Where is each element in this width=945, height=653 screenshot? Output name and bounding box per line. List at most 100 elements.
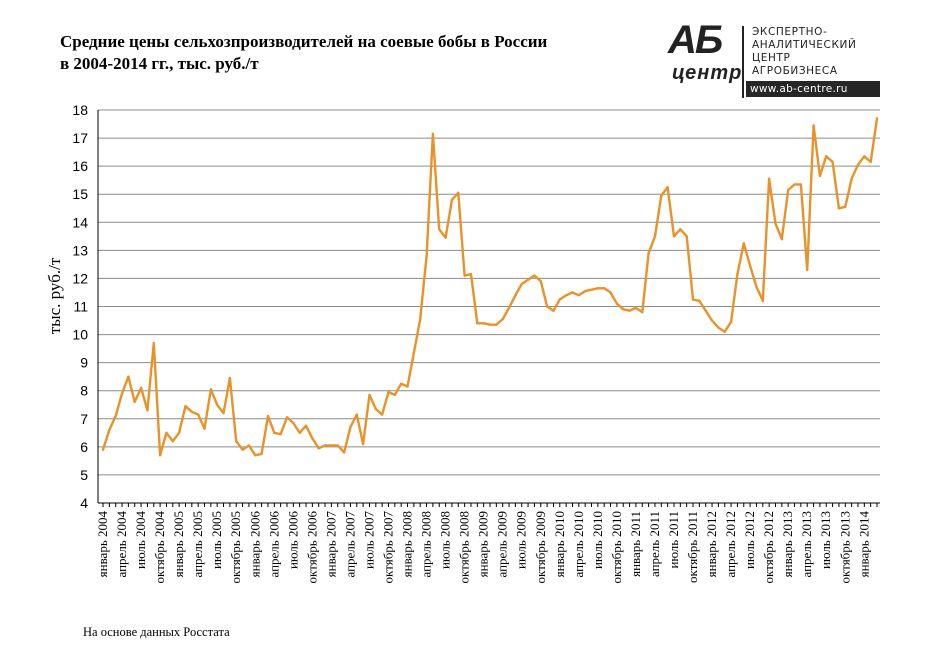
x-tick-label: июль 2004 <box>133 511 148 570</box>
data-point <box>786 188 790 192</box>
data-point <box>609 291 612 294</box>
data-point <box>577 294 581 297</box>
x-tick-label: июль 2010 <box>590 511 605 569</box>
data-point <box>742 242 745 245</box>
x-tick-label: июль 2009 <box>514 511 529 569</box>
data-point <box>165 431 168 435</box>
data-point <box>691 298 695 301</box>
data-point <box>850 177 853 180</box>
x-tick-label: апрель 2005 <box>190 511 205 578</box>
data-point <box>431 132 435 136</box>
chart-title: Средние цены сельхозпроизводителей на со… <box>60 31 660 75</box>
x-tick-label: январь 2006 <box>247 511 262 578</box>
x-tick-label: январь 2008 <box>400 511 415 577</box>
data-point <box>647 251 650 255</box>
data-point <box>799 183 803 186</box>
data-point <box>704 309 707 312</box>
data-point <box>260 452 263 456</box>
x-tick-label: июль 2013 <box>818 511 833 569</box>
data-point <box>488 323 492 326</box>
data-point <box>355 413 358 416</box>
y-tick-label: 5 <box>80 467 88 483</box>
data-point <box>209 388 213 391</box>
data-point <box>825 155 828 158</box>
data-point <box>177 431 181 435</box>
x-tick-label: январь 2004 <box>95 511 110 578</box>
x-tick-label: октябрь 2012 <box>761 511 776 583</box>
data-point <box>215 403 219 406</box>
logo-url: www.ab-centre.ru <box>746 81 880 97</box>
data-point <box>304 424 308 428</box>
data-point <box>342 451 346 454</box>
data-point <box>425 254 428 258</box>
x-tick-label: апрель 2007 <box>342 511 357 578</box>
y-tick-label: 12 <box>72 270 88 286</box>
y-tick-label: 16 <box>72 158 88 174</box>
x-tick-label: октябрь 2010 <box>609 511 624 583</box>
data-point <box>863 155 866 158</box>
data-point <box>380 413 384 416</box>
data-point <box>222 411 225 415</box>
data-point <box>507 306 511 310</box>
data-point <box>317 447 320 450</box>
x-tick-label: июль 2008 <box>438 511 453 569</box>
data-point <box>266 414 270 418</box>
x-tick-label: январь 2009 <box>476 511 491 577</box>
data-point <box>374 407 378 411</box>
data-point <box>450 198 454 202</box>
data-point <box>247 444 251 447</box>
data-point <box>285 416 289 419</box>
source-note: На основе данных Росстата <box>83 625 230 639</box>
data-point <box>831 160 834 164</box>
x-tick-label: апрель 2010 <box>571 511 586 578</box>
data-point <box>717 326 720 329</box>
data-point <box>590 288 593 291</box>
y-tick-label: 11 <box>73 299 88 315</box>
y-tick-label: 18 <box>72 102 88 118</box>
data-point <box>653 235 657 238</box>
logo-divider <box>742 26 744 98</box>
x-tick-label: июль 2006 <box>285 511 300 570</box>
data-point <box>596 287 600 290</box>
data-point <box>406 385 409 388</box>
data-point <box>818 174 822 178</box>
data-point <box>729 320 733 324</box>
x-tick-label: апрель 2009 <box>495 511 510 578</box>
data-point <box>463 274 466 277</box>
x-tick-label: апрель 2013 <box>799 511 814 578</box>
data-point <box>361 442 365 446</box>
data-point <box>190 410 194 413</box>
data-point <box>545 305 549 308</box>
data-point <box>330 444 333 447</box>
data-point <box>844 205 847 209</box>
x-tick-label: октябрь 2006 <box>304 511 319 584</box>
data-point <box>495 323 498 326</box>
x-tick-label: январь 2011 <box>628 511 643 577</box>
y-axis-label: тыс. руб./т <box>45 257 64 334</box>
y-tick-label: 9 <box>80 355 88 371</box>
data-point <box>298 431 301 435</box>
data-point <box>780 237 784 241</box>
data-point <box>641 310 644 314</box>
data-point <box>393 393 397 397</box>
x-tick-label: октябрь 2004 <box>152 511 167 584</box>
data-point <box>526 278 530 282</box>
data-point <box>774 222 777 225</box>
y-tick-label: 8 <box>80 383 88 399</box>
data-point <box>622 308 625 311</box>
y-tick-label: 13 <box>72 242 88 258</box>
y-tick-label: 6 <box>80 439 88 455</box>
data-point <box>228 376 232 380</box>
data-point <box>583 289 587 293</box>
price-series-line <box>101 117 879 457</box>
data-point <box>869 160 872 164</box>
data-point <box>837 207 841 210</box>
y-tick-label: 4 <box>80 495 88 511</box>
chart-title-line-1: Средние цены сельхозпроизводителей на со… <box>60 32 548 51</box>
data-point <box>564 294 568 297</box>
data-point <box>336 444 339 447</box>
data-point <box>634 306 638 310</box>
data-point <box>133 400 136 404</box>
data-point <box>793 183 796 186</box>
data-point <box>628 309 631 312</box>
